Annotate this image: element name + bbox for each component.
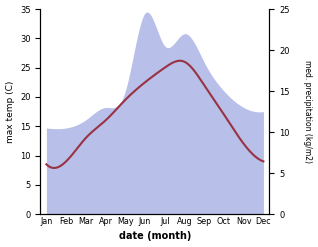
X-axis label: date (month): date (month) — [119, 231, 191, 242]
Y-axis label: med. precipitation (kg/m2): med. precipitation (kg/m2) — [303, 60, 313, 163]
Y-axis label: max temp (C): max temp (C) — [5, 80, 15, 143]
